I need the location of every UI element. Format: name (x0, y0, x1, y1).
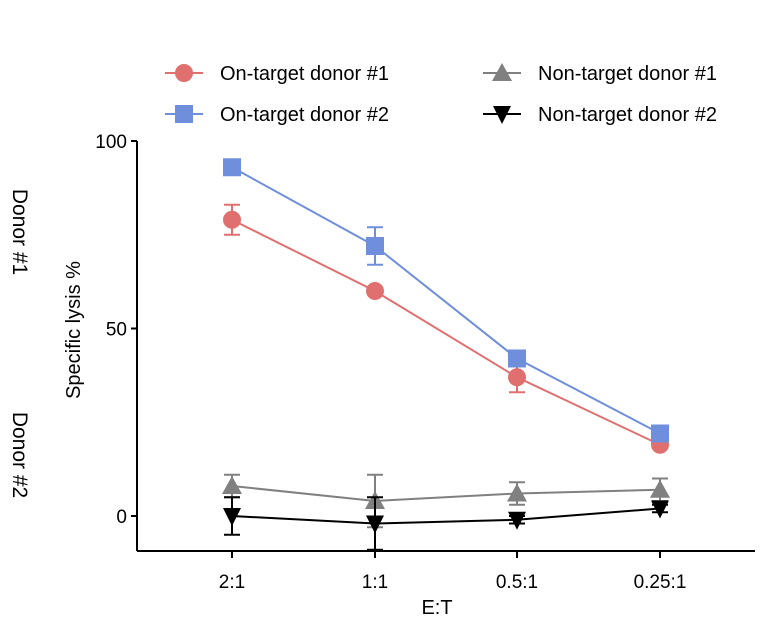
series-line (231, 507, 661, 525)
legend-item-3: Non-target donor #1 (483, 63, 717, 85)
legend-marker (493, 106, 511, 124)
data-point (223, 210, 241, 229)
y-axis-label: Specific lysis % (63, 261, 85, 399)
legend-label: On-target donor #1 (220, 63, 389, 85)
x-tick-label: 2:1 (219, 572, 245, 593)
data-point (650, 479, 670, 498)
legend-label: Non-target donor #2 (538, 104, 717, 126)
series-4 (223, 496, 669, 551)
data-point (223, 158, 241, 177)
series-line (231, 166, 661, 435)
data-point (651, 424, 669, 443)
legend-item-4: Non-target donor #2 (483, 104, 717, 126)
series-line (231, 485, 661, 503)
data-point (508, 511, 526, 530)
x-axis-label: E:T (421, 597, 452, 619)
data-point (223, 508, 241, 526)
y-tick-label: 100 (95, 132, 127, 153)
legend-marker (492, 63, 512, 81)
legend-item-2: On-target donor #2 (165, 104, 389, 126)
legend-marker (175, 105, 193, 123)
legend: On-target donor #1 On-target donor #2 Non-… (165, 63, 717, 126)
side-label-donor-2: Donor #2 (8, 412, 31, 498)
series-layer (222, 158, 670, 551)
x-tick-label: 1:1 (362, 572, 388, 593)
data-point (651, 500, 669, 519)
legend-label: Non-target donor #1 (538, 63, 717, 85)
legend-item-1: On-target donor #1 (165, 63, 389, 85)
data-point (366, 237, 384, 255)
x-tick-label: 0.5:1 (496, 572, 538, 593)
series-line (231, 218, 661, 446)
y-tick-label: 50 (106, 320, 127, 341)
x-tick-label: 0.25:1 (634, 572, 687, 593)
series-1 (223, 203, 669, 454)
data-point (507, 483, 527, 502)
y-tick-label: 0 (116, 507, 127, 528)
data-point (222, 476, 242, 494)
legend-label: On-target donor #2 (220, 104, 389, 126)
series-2 (223, 158, 669, 443)
data-point (366, 282, 384, 300)
legend-marker (175, 64, 193, 82)
side-label-donor-1: Donor #1 (8, 189, 31, 275)
axes: 0 50 100 2:1 1:1 0.5:1 0.25:1 (95, 132, 755, 593)
data-point (508, 368, 526, 387)
data-point (508, 349, 526, 368)
data-point (366, 515, 384, 534)
